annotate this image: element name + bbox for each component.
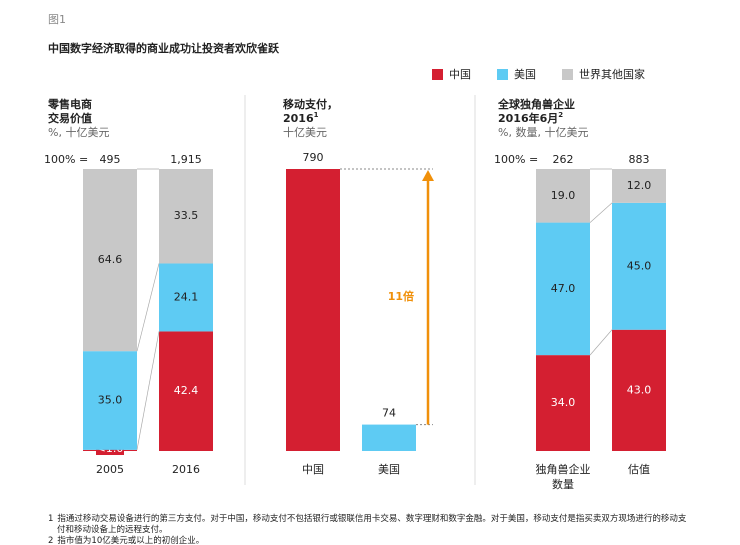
value-label: 42.4 — [174, 384, 199, 397]
bar-segment — [612, 329, 666, 451]
bar-segment — [159, 331, 213, 451]
footnote-text: 指市值为10亿美元或以上的初创企业。 — [57, 536, 205, 545]
x-tick-label-text: 独角兽企业数量 — [535, 463, 591, 491]
footnote-text: 指通过移动交易设备进行的第三方支付。对于中国，移动支付不包括银行或银联信用卡交易… — [57, 514, 687, 535]
footnote-ref: 1 — [314, 111, 319, 119]
x-tick-label: 估值 — [628, 463, 650, 476]
value-label: 34.0 — [551, 396, 576, 409]
bar-segment — [83, 351, 137, 450]
value-label: 24.1 — [174, 290, 199, 303]
x-tick-label-text: 中国 — [302, 463, 324, 476]
total-prefix: 100% = — [44, 153, 88, 166]
bar — [286, 169, 340, 451]
x-tick-label: 美国 — [378, 463, 400, 476]
connector — [589, 329, 613, 356]
bar-segment — [536, 355, 590, 451]
x-tick-label-text: 2016 — [172, 463, 200, 476]
connector — [589, 202, 613, 223]
total-label: 883 — [629, 153, 650, 166]
value-label: 64.6 — [98, 253, 123, 266]
connector — [136, 331, 160, 450]
footnote: 2 指市值为10亿美元或以上的初创企业。 — [48, 536, 688, 545]
panel-title: 全球独角兽企业 — [497, 97, 575, 111]
value-label: 12.0 — [627, 179, 652, 192]
bar-segment — [83, 169, 137, 352]
x-tick-label-text: 美国 — [378, 463, 400, 476]
legend-label: 世界其他国家 — [579, 67, 645, 81]
value-label: 19.0 — [551, 189, 576, 202]
value-label: 790 — [303, 151, 324, 164]
legend-label: 美国 — [514, 68, 536, 81]
value-label: 74 — [382, 407, 396, 420]
value-label: 47.0 — [551, 282, 576, 295]
footnotes: 1 指通过移动交易设备进行的第三方支付。对于中国，移动支付不包括银行或银联信用卡交… — [48, 514, 688, 545]
panel-title: 移动支付， — [283, 97, 338, 111]
annotation: 11倍 — [388, 289, 414, 303]
total-prefix: 100% = — [494, 153, 538, 166]
legend-swatch — [497, 69, 508, 80]
total-label: 495 — [100, 153, 121, 166]
value-label: 45.0 — [627, 259, 652, 272]
chart-title: 中国数字经济取得的商业成功让投资者欢欣雀跃 — [48, 41, 280, 55]
value-label: 43.0 — [627, 383, 652, 396]
panel-title: 20161 — [283, 111, 319, 125]
x-tick-label-text: 2005 — [96, 463, 124, 476]
panel-title: 2016年6月2 — [498, 111, 563, 125]
total-label: 1,915 — [170, 153, 202, 166]
footnote: 1 指通过移动交易设备进行的第三方支付。对于中国，移动支付不包括银行或银联信用卡交… — [48, 514, 688, 536]
panel-title: 交易价值 — [48, 111, 92, 125]
footnote-marker: 1 — [48, 514, 54, 524]
bar-segment — [536, 222, 590, 356]
total-label: 262 — [553, 153, 574, 166]
legend-label: 中国 — [449, 68, 471, 81]
x-tick-label: 中国 — [302, 463, 324, 476]
x-tick-label-text: 估值 — [628, 463, 650, 476]
bar-segment — [536, 169, 590, 223]
legend-swatch — [432, 69, 443, 80]
legend-swatch — [562, 69, 573, 80]
arrow-head — [422, 170, 434, 181]
x-tick-label: 2016 — [172, 463, 200, 476]
figure-label: 图1 — [48, 13, 66, 26]
bar — [362, 424, 416, 451]
x-tick-label: 2005 — [96, 463, 124, 476]
footnote-ref: 2 — [558, 111, 563, 119]
panel-subtitle: 十亿美元 — [283, 125, 327, 139]
bar-segment — [159, 169, 213, 264]
connector — [136, 263, 160, 352]
panel-subtitle: %, 数量, 十亿美元 — [498, 125, 588, 139]
bar-segment — [159, 263, 213, 332]
bar-segment — [612, 202, 666, 330]
value-label: 33.5 — [174, 209, 199, 222]
footnote-marker: 2 — [48, 536, 54, 545]
x-tick-label: 独角兽企业数量 — [535, 463, 591, 491]
panel-subtitle: %, 十亿美元 — [48, 125, 109, 139]
value-label: 35.0 — [98, 394, 123, 407]
bar-segment — [612, 169, 666, 203]
panel-title: 零售电商 — [47, 97, 92, 111]
